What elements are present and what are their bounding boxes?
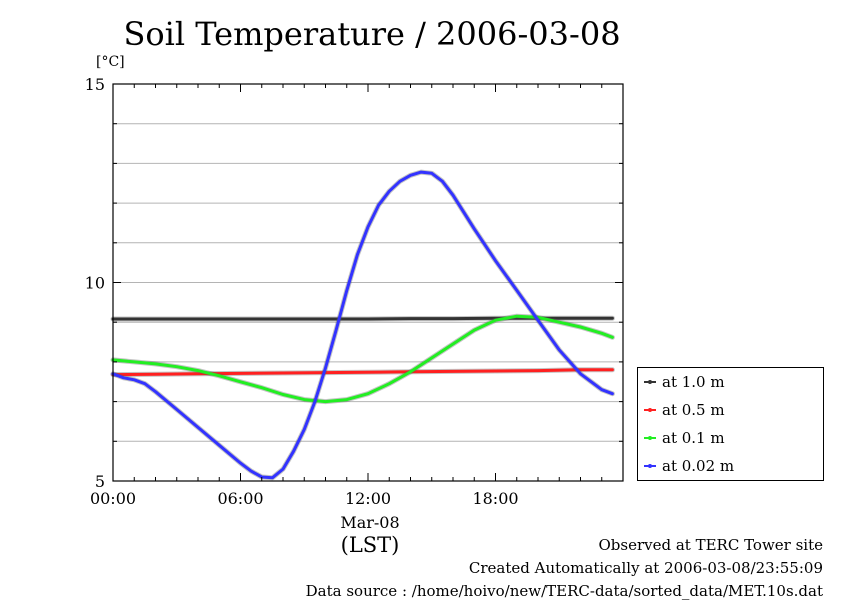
legend-label-0-5m: at 0.5 m: [662, 401, 725, 419]
x-tick-label: 00:00: [90, 489, 136, 508]
chart-title: Soil Temperature / 2006-03-08: [123, 15, 621, 53]
tick-layer: 5 10 15 00:00 06:00 12:00 18:00: [85, 75, 624, 508]
legend-label-1-0m: at 1.0 m: [662, 373, 725, 391]
series-line-0-02m-shadow: [110, 169, 615, 481]
legend-swatch-0-1m: [644, 436, 656, 440]
legend-swatch-1-0m: [644, 380, 656, 384]
y-tick-label: 10: [85, 274, 105, 293]
legend: at 1.0 m at 0.5 m at 0.1 m at 0.02 m: [637, 367, 824, 481]
legend-item-0-5m: at 0.5 m: [644, 399, 725, 421]
x-axis-title: (LST): [340, 533, 400, 557]
footer-data-source: Data source : /home/hoivo/new/TERC-data/…: [305, 582, 823, 600]
footer-created-timestamp: Created Automatically at 2006-03-08/23:5…: [468, 559, 823, 577]
x-tick-label: 06:00: [217, 489, 263, 508]
x-tick-label: 18:00: [472, 489, 518, 508]
x-axis-date-label: Mar-08: [340, 513, 400, 532]
legend-item-0-02m: at 0.02 m: [644, 455, 734, 477]
series-line-0-1m: [111, 314, 614, 404]
x-tick-label: 12:00: [345, 489, 391, 508]
y-axis-unit-label: [°C]: [96, 54, 125, 70]
legend-swatch-0-02m: [644, 464, 656, 468]
series-line-0-02m: [111, 170, 614, 480]
series-line-0-5m: [111, 368, 614, 377]
series-line-0-1m-shadow: [110, 313, 615, 405]
y-tick-label: 15: [85, 75, 105, 94]
footer-observation-site: Observed at TERC Tower site: [598, 536, 823, 554]
series-layer: [110, 169, 615, 481]
legend-item-1-0m: at 1.0 m: [644, 371, 725, 393]
legend-swatch-0-5m: [644, 408, 656, 412]
grid-layer: [113, 123, 623, 442]
y-tick-label: 5: [95, 472, 105, 491]
legend-label-0-1m: at 0.1 m: [662, 429, 725, 447]
legend-label-0-02m: at 0.02 m: [662, 457, 735, 475]
legend-item-0-1m: at 0.1 m: [644, 427, 725, 449]
